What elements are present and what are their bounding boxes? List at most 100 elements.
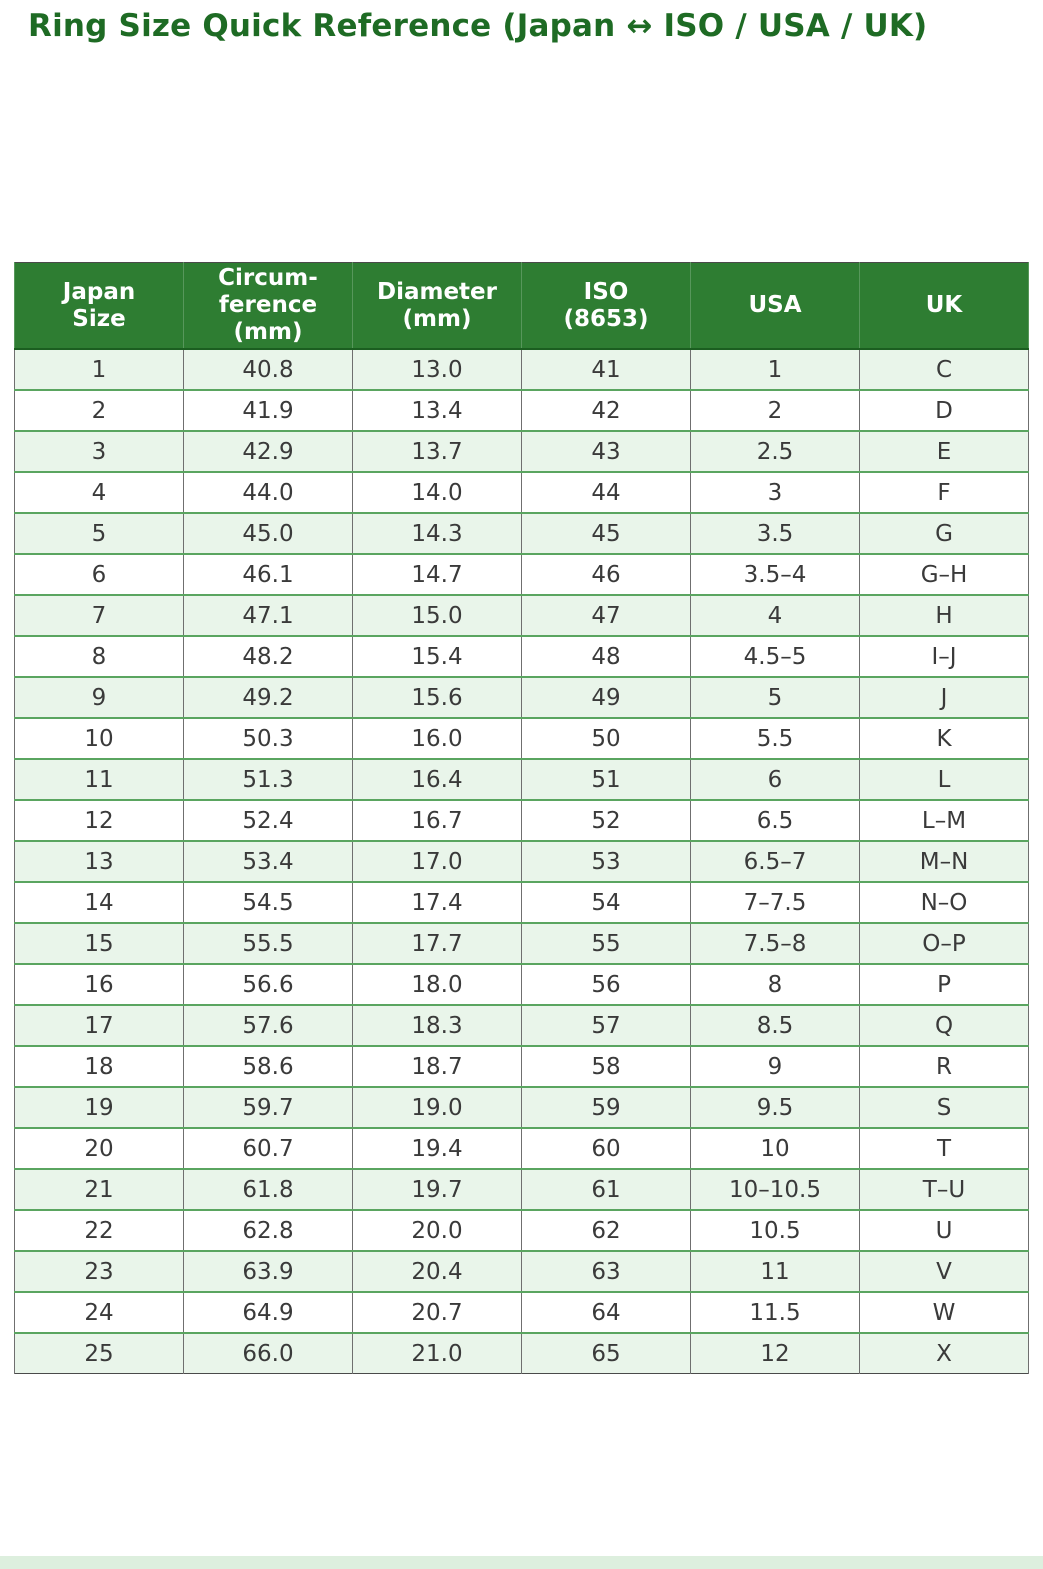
table-cell: 49 [521,676,691,719]
table-cell: 13.0 [352,348,522,391]
page-title: Ring Size Quick Reference (Japan ↔ ISO /… [28,8,928,44]
table-cell: 46 [521,553,691,596]
table-cell: V [859,1250,1029,1293]
table-cell: 50.3 [183,717,353,760]
table-cell: 15.0 [352,594,522,637]
table-row: 15 55.5 17.7 55 7.5–8 O–P [14,922,1029,965]
table-cell: 7–7.5 [690,881,860,924]
table-cell: 19.4 [352,1127,522,1170]
table-cell: 5.5 [690,717,860,760]
table-cell: 12 [14,799,184,842]
table-cell: 60 [521,1127,691,1170]
table-cell: 1 [690,348,860,391]
table-cell: 44 [521,471,691,514]
table-cell: 20 [14,1127,184,1170]
table-cell: 15.4 [352,635,522,678]
table-cell: 53.4 [183,840,353,883]
table-cell: 3 [14,430,184,473]
table-row: 9 49.2 15.6 49 5 J [14,676,1029,719]
table-row: 22 62.8 20.0 62 10.5 U [14,1209,1029,1252]
table-row: 1 40.8 13.0 41 1 C [14,348,1029,391]
table-cell: 5 [690,676,860,719]
table-row: 14 54.5 17.4 54 7–7.5 N–O [14,881,1029,924]
table-cell: E [859,430,1029,473]
table-cell: 6.5–7 [690,840,860,883]
table-cell: 4 [690,594,860,637]
table-cell: 10.5 [690,1209,860,1252]
table-row: 20 60.7 19.4 60 10 T [14,1127,1029,1170]
table-body: 1 40.8 13.0 4 1 1 C 2 41.9 13.4 42 2 D 3 42.9 13.7 43 2.5… [14,348,1029,1374]
table-cell: 59 [521,1086,691,1129]
table-cell: 54.5 [183,881,353,924]
table-cell: 3 [690,471,860,514]
table-cell: 13.7 [352,430,522,473]
table-cell: 55.5 [183,922,353,965]
table-cell: 18 [14,1045,184,1088]
table-cell: 16.7 [352,799,522,842]
table-cell: 4.5–5 [690,635,860,678]
table-cell: 11 [14,758,184,801]
table-cell: N–O [859,881,1029,924]
table-cell: 60.7 [183,1127,353,1170]
table-cell: 45.0 [183,512,353,555]
table-cell: 15 [14,922,184,965]
table-row: 17 57.6 18.3 57 8.5 Q [14,1004,1029,1047]
table-cell: 57.6 [183,1004,353,1047]
table-cell: 19.7 [352,1168,522,1211]
table-cell: 11 [690,1250,860,1293]
table-row: 2 41.9 13.4 42 2 D [14,389,1029,432]
table-cell: 9 [14,676,184,719]
table-header: Japan Size Circum- ference (mm) Diameter… [14,262,1029,351]
ring-size-table: Japan Size Circum- ference (mm) Diameter… [14,262,1029,1375]
table-cell: U [859,1209,1029,1252]
table-cell: 51 [521,758,691,801]
table-cell: 54 [521,881,691,924]
table-cell: 47 [521,594,691,637]
table-cell: 12 [690,1332,860,1374]
table-cell: 47.1 [183,594,353,637]
table-cell: 6 [690,758,860,801]
table-cell: 40.8 [183,348,353,391]
table-cell: 3.5–4 [690,553,860,596]
table-cell: 18.7 [352,1045,522,1088]
table-cell: 56.6 [183,963,353,1006]
table-cell: 61 [521,1168,691,1211]
table-cell: 56 [521,963,691,1006]
table-cell: 58.6 [183,1045,353,1088]
table-cell: J [859,676,1029,719]
table-cell: 16 [14,963,184,1006]
table-cell: K [859,717,1029,760]
table-cell: 48.2 [183,635,353,678]
table-cell: 17.0 [352,840,522,883]
table-row: 6 46.1 14.7 46 3.5–4 G–H [14,553,1029,596]
table-row: 10 50.3 16.0 50 5.5 K [14,717,1029,760]
table-cell: 46.1 [183,553,353,596]
table-row: 21 61.8 19.7 61 10–10.5 T–U [14,1168,1029,1211]
table-row: 13 53.4 17.0 53 6.5–7 M–N [14,840,1029,883]
table-row: 3 42.9 13.7 43 2.5 E [14,430,1029,473]
table-cell: 5 [14,512,184,555]
table-row: 24 64.9 20.7 64 11.5 W [14,1291,1029,1334]
table-cell: 66.0 [183,1332,353,1374]
table-cell: 62.8 [183,1209,353,1252]
table-row: 7 47.1 15.0 47 4 H [14,594,1029,637]
table-cell: 65 [521,1332,691,1374]
table-cell: 41.9 [183,389,353,432]
table-cell: 19.0 [352,1086,522,1129]
table-cell: 18.0 [352,963,522,1006]
table-cell: M–N [859,840,1029,883]
table-row: 23 63.9 20.4 63 11 V [14,1250,1029,1293]
table-row: 25 66.0 21.0 65 12 X [14,1332,1029,1374]
table-cell: W [859,1291,1029,1334]
table-cell: C [859,348,1029,391]
table-row: 19 59.7 19.0 59 9.5 S [14,1086,1029,1129]
table-cell: 55 [521,922,691,965]
table-cell: 61.8 [183,1168,353,1211]
table-cell: X [859,1332,1029,1374]
table-cell: 51.3 [183,758,353,801]
header-diameter: Diameter (mm) [352,262,522,351]
table-cell: 4 [14,471,184,514]
table-row: 4 44.0 14.0 44 3 F [14,471,1029,514]
table-cell: F [859,471,1029,514]
table-cell: 16.0 [352,717,522,760]
